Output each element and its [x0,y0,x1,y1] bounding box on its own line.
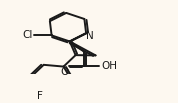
Text: O: O [61,67,69,77]
Text: N: N [86,31,94,41]
Text: F: F [37,91,43,101]
Text: OH: OH [101,61,117,71]
Text: Cl: Cl [22,30,33,40]
